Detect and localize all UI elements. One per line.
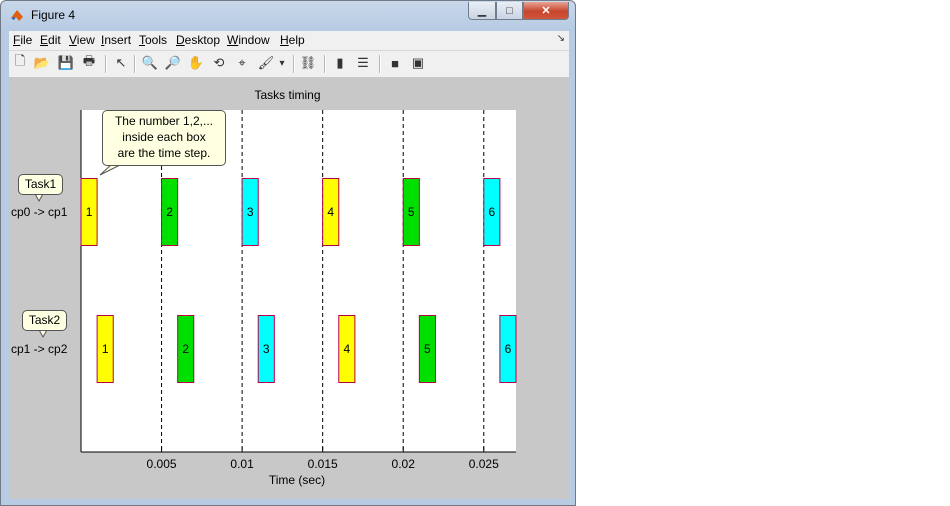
open-file-icon[interactable]: 📂: [33, 55, 51, 70]
box-step-label: 5: [424, 342, 431, 356]
rotate-3d-icon[interactable]: ⟲: [213, 55, 225, 70]
task-box: [177, 315, 195, 383]
annotation-line: The number 1,2,...: [114, 114, 214, 128]
annotation-line: inside each box: [122, 130, 206, 144]
maximize-button[interactable]: □: [496, 2, 523, 20]
pan-hand-icon[interactable]: ✋: [187, 55, 205, 70]
box-step-label: 6: [488, 205, 495, 219]
save-icon[interactable]: 💾: [57, 55, 75, 70]
task-box: [338, 315, 356, 383]
menu-desktop[interactable]: Desktop: [176, 33, 221, 47]
annotation-line: are the time step.: [117, 146, 211, 160]
hide-plot-tools-icon[interactable]: ■: [391, 55, 399, 71]
menu-insert[interactable]: Insert: [101, 33, 132, 47]
task-box: [80, 178, 98, 246]
task1-route-label: cp0 -> cp1: [11, 205, 68, 219]
task1-callout[interactable]: Task1: [18, 174, 63, 195]
box-step-label: 6: [505, 342, 512, 356]
edit-plot-arrow-icon[interactable]: ↖: [115, 55, 127, 70]
plot-area: [81, 110, 516, 452]
brush-dropdown-icon[interactable]: ▾: [279, 57, 285, 69]
box-step-label: 5: [408, 205, 415, 219]
close-button[interactable]: ✕: [523, 2, 569, 20]
menu-view[interactable]: View: [69, 33, 95, 47]
box-step-label: 1: [102, 342, 109, 356]
toolbar-separator: [324, 55, 326, 73]
task-box: [418, 315, 436, 383]
box-step-label: 2: [182, 342, 189, 356]
print-icon[interactable]: 🖶: [82, 53, 96, 68]
annotation-callout[interactable]: The number 1,2,... inside each box are t…: [102, 110, 226, 166]
matlab-logo-icon: [11, 10, 23, 21]
task-box: [322, 178, 340, 246]
toolbar-separator: [134, 55, 136, 73]
box-step-label: 2: [166, 205, 173, 219]
data-cursor-icon[interactable]: ⌖: [238, 55, 246, 70]
link-plot-icon[interactable]: ⛓: [299, 55, 317, 70]
task-box: [161, 178, 179, 246]
legend-icon[interactable]: ☰: [357, 55, 369, 70]
menu-bar: ↘ File Edit View Insert Tools Desktop Window He…: [9, 31, 569, 51]
new-figure-icon[interactable]: 🗋: [14, 53, 26, 68]
zoom-out-icon[interactable]: 🔎: [164, 55, 182, 70]
window-title: Figure 4: [31, 8, 76, 22]
menu-tools[interactable]: Tools: [139, 33, 168, 47]
task2-callout[interactable]: Task2: [22, 310, 67, 331]
zoom-in-icon[interactable]: 🔍: [141, 55, 159, 70]
menu-file[interactable]: File: [13, 33, 33, 47]
x-tick-label: 0.015: [308, 457, 338, 471]
task-box: [499, 315, 517, 383]
x-tick-label: 0.005: [147, 457, 177, 471]
box-step-label: 4: [327, 205, 334, 219]
toolbar-separator: [293, 55, 295, 73]
task-box: [483, 178, 501, 246]
task-box: [402, 178, 420, 246]
minimize-button[interactable]: ▁: [468, 2, 496, 20]
x-tick-label: 0.01: [230, 457, 254, 471]
menu-window[interactable]: Window: [227, 33, 270, 47]
x-tick-label: 0.025: [469, 457, 499, 471]
title-bar[interactable]: Figure 4 ▁ □ ✕: [1, 1, 575, 31]
x-axis-label: Time (sec): [268, 473, 326, 487]
show-plot-tools-icon[interactable]: ▣: [411, 55, 425, 70]
menu-help[interactable]: Help: [280, 33, 305, 47]
chart-title: Tasks timing: [254, 88, 321, 102]
task-box: [241, 178, 259, 246]
toolbar-separator: [379, 55, 381, 73]
box-step-label: 3: [247, 205, 254, 219]
task2-route-label: cp1 -> cp2: [11, 342, 68, 356]
toolbar-separator: [105, 55, 107, 73]
box-step-label: 4: [343, 342, 350, 356]
brush-icon[interactable]: 🖌: [257, 55, 275, 70]
box-step-label: 3: [263, 342, 270, 356]
menu-edit[interactable]: Edit: [40, 33, 61, 47]
figure-toolbar: 🗋 📂 💾 🖶 ↖ 🔍 🔎 ✋ ⟲ ⌖ 🖌 ▾ ⛓ ▮ ☰ ■ ▣: [9, 51, 569, 78]
menubar-dock-arrow-icon[interactable]: ↘: [556, 33, 565, 44]
colorbar-icon[interactable]: ▮: [336, 55, 344, 70]
task-box: [257, 315, 275, 383]
x-tick-label: 0.02: [392, 457, 416, 471]
box-step-label: 1: [86, 205, 93, 219]
task-box: [96, 315, 114, 383]
